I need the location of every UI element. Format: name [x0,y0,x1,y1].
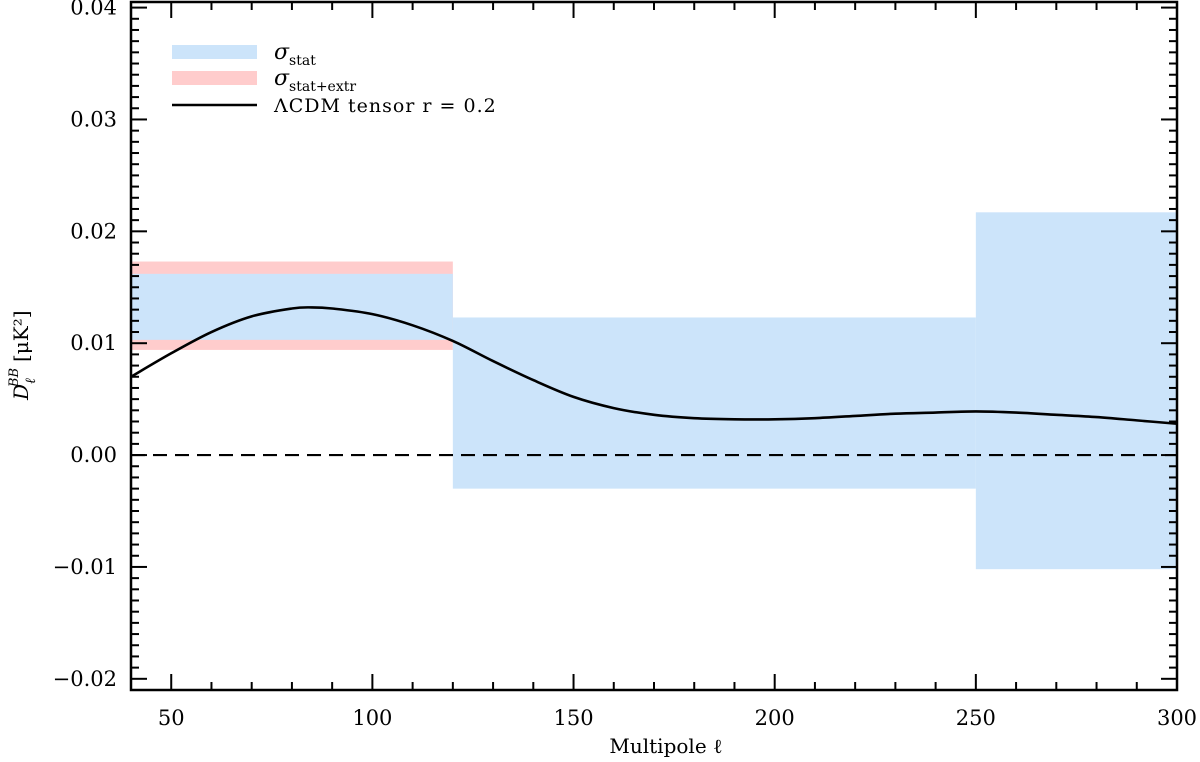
y-tick-label: −0.01 [53,555,117,579]
y-tick-label: 0.04 [70,0,117,20]
x-axis-label: Multipole ℓ [609,734,722,758]
y-tick-label: 0.03 [70,107,117,131]
legend-label-1: σstat+extr [274,66,356,95]
error-bands [131,212,1177,570]
y-tick-label: 0.00 [70,443,117,467]
legend-label-0: σstat [274,40,316,69]
band-1-bin-2 [975,212,1177,570]
plot-frame [129,0,1179,692]
y-tick-label: 0.01 [70,331,117,355]
legend-swatch-1 [172,71,257,85]
y-axis-label: DℓBB[μK²] [7,310,39,401]
y-tick-label: 0.02 [70,219,117,243]
band-1-bin-1 [452,317,976,489]
x-tick-label: 250 [956,706,996,730]
x-tick-label: 300 [1157,706,1197,730]
axis-ticks [130,2,1178,691]
x-tick-label: 100 [352,706,392,730]
model-line [130,306,1178,426]
x-tick-label: 150 [553,706,593,730]
y-tick-label: −0.02 [53,667,117,691]
model-curve [130,306,1178,426]
legend-swatch-0 [172,45,257,59]
band-1-bin-0 [131,273,453,340]
legend-label-2: ΛCDM tensor r = 0.2 [273,95,497,117]
x-tick-label: 200 [755,706,795,730]
axis-labels: 50 100 150 200 250 300 −0.02 −0.01 0.00 0.01 0.02 0… [7,0,1197,758]
x-tick-label: 50 [158,706,185,730]
